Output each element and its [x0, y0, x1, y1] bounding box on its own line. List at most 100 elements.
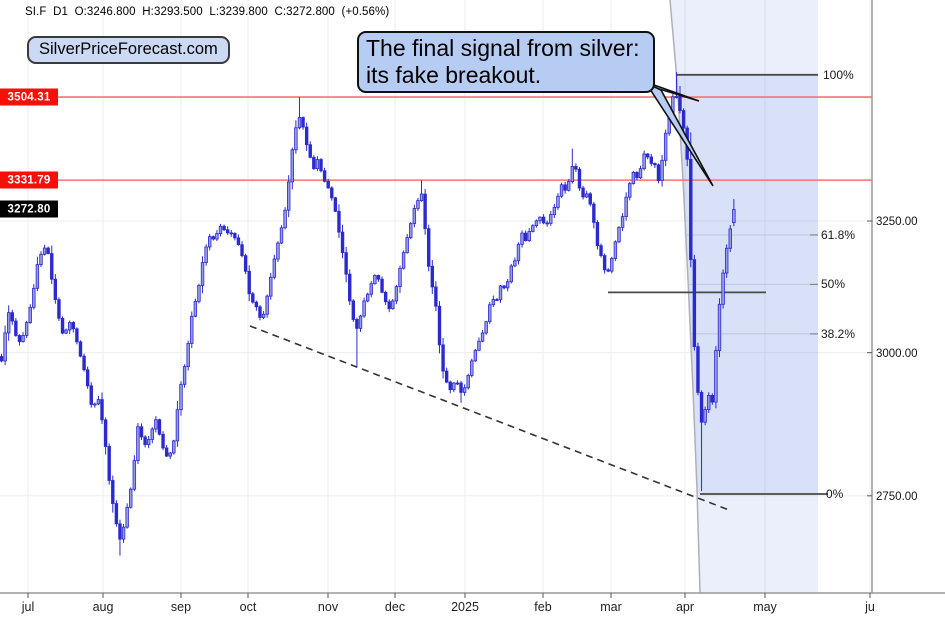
candle-body — [577, 168, 582, 189]
candle-body — [732, 209, 736, 224]
candle-body — [646, 153, 650, 158]
candle-body — [32, 287, 36, 308]
candle-body — [57, 299, 61, 319]
candle-body — [570, 166, 575, 183]
candle-body — [251, 293, 255, 303]
fib-label: 38.2% — [821, 326, 856, 341]
candle-body — [653, 163, 657, 166]
candle-body — [68, 322, 72, 331]
candle-body — [502, 285, 506, 289]
candle-body — [28, 306, 32, 323]
candle-body — [279, 227, 284, 244]
x-tick-label: ju — [865, 600, 875, 614]
candle-body — [186, 343, 190, 367]
candle-body — [204, 246, 208, 264]
candle-body — [455, 382, 460, 385]
candle-body — [635, 172, 639, 179]
annotation-line-2: its fake breakout. — [366, 61, 542, 88]
candle-body — [222, 225, 226, 231]
x-tick-label: jul — [21, 600, 35, 614]
annotation-callout: The final signal from silver: its fake b… — [357, 31, 655, 93]
candle-body — [312, 156, 316, 170]
annotation-line-1: The final signal from silver: — [366, 35, 640, 61]
candle-body — [164, 447, 169, 457]
candle-body — [315, 159, 320, 170]
candle-body — [620, 216, 625, 228]
candle-body — [78, 341, 83, 357]
candle-body — [638, 168, 643, 179]
x-tick-label: feb — [534, 600, 552, 614]
candle-body — [154, 419, 158, 430]
watermark-badge: SilverPriceForecast.com — [27, 36, 230, 64]
candle-body — [236, 237, 241, 246]
candle-body — [294, 127, 298, 151]
candle-body — [681, 110, 686, 129]
candle-body — [211, 236, 216, 240]
x-tick-label: nov — [317, 600, 339, 614]
y-tick-label: 3250.00 — [876, 216, 918, 228]
candle-body — [229, 232, 233, 235]
candle-body — [602, 255, 607, 271]
candle-body — [330, 187, 334, 199]
x-tick-label: mar — [600, 600, 622, 614]
candle-body — [628, 183, 632, 198]
candle-body — [448, 381, 452, 390]
candle-body — [656, 164, 661, 181]
candle-body — [362, 300, 366, 317]
candle-body — [129, 488, 133, 508]
candle-body — [85, 369, 90, 387]
candle-body — [383, 291, 388, 303]
candle-body — [527, 231, 531, 242]
candle-body — [182, 366, 187, 385]
candle-body — [710, 395, 715, 403]
candle-body — [93, 403, 97, 406]
price-line-label: 3504.31 — [0, 88, 58, 106]
candle-body — [376, 275, 381, 280]
candle-body — [391, 300, 395, 310]
candle-body — [348, 273, 352, 302]
candle-body — [100, 399, 104, 421]
x-tick-label: sep — [170, 600, 192, 614]
candle-body — [538, 216, 542, 222]
candle-body — [567, 181, 571, 191]
candle-body — [351, 300, 356, 320]
candle-body — [290, 149, 294, 183]
candle-body — [509, 265, 513, 283]
candle-body — [75, 328, 79, 343]
candle-body — [233, 233, 237, 239]
candle-body — [96, 399, 101, 405]
candle-body — [254, 301, 259, 308]
candle-body — [143, 436, 147, 446]
candle-body — [337, 210, 341, 233]
candle-body — [717, 303, 722, 351]
candle-body — [398, 267, 402, 288]
fib-label: 100% — [823, 67, 854, 82]
candle-body — [208, 236, 212, 248]
candle-body — [516, 243, 521, 262]
candle-body — [613, 241, 618, 259]
candle-body — [326, 180, 330, 189]
candle-body — [462, 387, 467, 393]
candle-body — [617, 226, 621, 243]
candle-body — [549, 214, 553, 224]
candle-body — [60, 317, 65, 334]
candle-body — [200, 262, 205, 286]
candle-body — [46, 247, 50, 254]
current-price-label: 3272.80 — [0, 200, 58, 218]
candle-body — [35, 264, 40, 289]
candle-body — [595, 221, 600, 247]
fib-label: 50% — [821, 277, 846, 292]
candle-body — [344, 252, 348, 275]
candle-body — [39, 253, 43, 265]
candle-body — [649, 156, 653, 164]
candle-body — [495, 299, 499, 301]
candle-body — [179, 383, 183, 411]
candle-body — [419, 193, 424, 202]
candle-body — [146, 439, 151, 446]
candle-body — [574, 166, 578, 170]
candle-body — [412, 208, 417, 225]
x-tick-label: aug — [92, 600, 114, 614]
candle-body — [0, 356, 4, 362]
y-tick-label: 3000.00 — [876, 347, 918, 360]
candle-body — [505, 281, 510, 289]
